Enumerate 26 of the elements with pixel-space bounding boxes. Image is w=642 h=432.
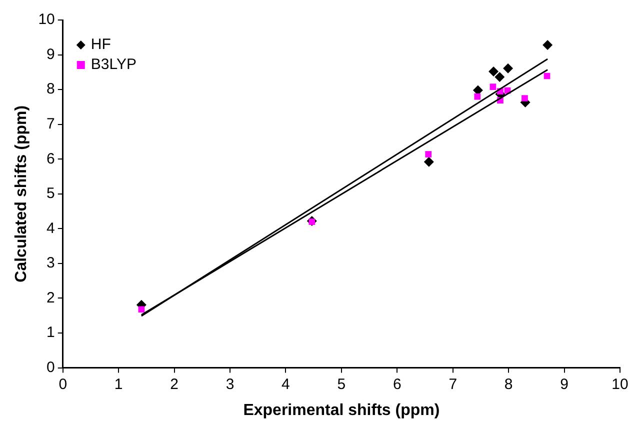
y-tick-label: 0 [46, 358, 55, 376]
x-tick-label: 3 [226, 376, 234, 393]
x-tick-label: 1 [114, 376, 123, 393]
x-tick-label: 7 [448, 376, 458, 393]
y-tick-label: 1 [46, 324, 55, 342]
x-tick-label: 4 [282, 376, 290, 393]
x-tick-label: 8 [504, 376, 513, 393]
x-tick-label: 5 [337, 376, 346, 393]
x-tick-label: 0 [58, 376, 68, 393]
legend-label: HF [90, 36, 111, 54]
y-tick-label: 3 [46, 254, 55, 272]
x-tick-label: 9 [560, 376, 568, 393]
legend-label: B3LYP [90, 56, 136, 74]
y-tick-label: 5 [46, 185, 55, 202]
y-tick-label: 8 [46, 80, 55, 98]
x-tick-label: 10 [612, 376, 628, 393]
y-tick-label: 2 [46, 289, 55, 306]
y-tick-label: 7 [46, 115, 55, 132]
x-tick-label: 2 [170, 376, 178, 393]
y-tick-label: 10 [38, 11, 55, 28]
x-tick-label: 6 [392, 376, 402, 393]
x-axis-title: Experimental shifts (ppm) [243, 402, 440, 419]
y-tick-label: 9 [46, 46, 55, 63]
y-tick-label: 6 [46, 150, 55, 168]
y-axis-title: Calculated shifts (ppm) [13, 105, 30, 282]
y-tick-label: 4 [46, 220, 55, 237]
